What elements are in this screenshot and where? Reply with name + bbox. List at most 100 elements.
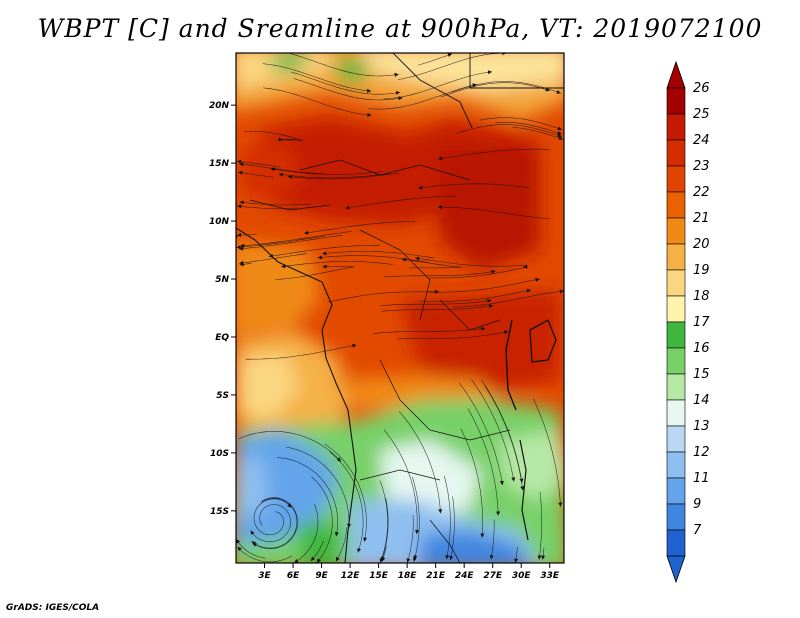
lon-tick-label: 12E <box>341 571 361 581</box>
streamline <box>533 398 561 507</box>
colorbar-label: 14 <box>693 393 710 408</box>
streamline <box>238 172 274 178</box>
streamline <box>490 519 495 560</box>
streamline-arrow <box>310 556 315 561</box>
streamline-arrow <box>316 558 321 563</box>
colorbar-label: 21 <box>693 211 710 226</box>
streamline <box>263 87 372 116</box>
streamline-arrow <box>304 230 309 235</box>
streamline <box>381 305 494 312</box>
colorbar-label: 7 <box>693 523 702 538</box>
colorbar-swatch <box>666 139 686 167</box>
longitude-axis: 3E 6E 9E 12E 15E 18E 21E 24E 27E 30E 33E <box>258 563 560 581</box>
streamline-arrow <box>336 457 341 462</box>
streamline-arrow <box>480 533 485 538</box>
streamline-arrow <box>415 256 420 261</box>
colorbar-label: 17 <box>693 315 710 330</box>
colorbar-swatch <box>666 373 686 401</box>
streamline-arrow <box>434 289 439 294</box>
streamline-arrow <box>487 298 492 303</box>
streamline <box>407 515 414 563</box>
colorbar-swatch <box>666 269 686 297</box>
colorbar-swatch <box>666 295 686 323</box>
streamline <box>460 428 483 538</box>
streamline <box>383 429 418 535</box>
streamline-arrow <box>472 83 477 88</box>
grads-credit: GrADS: IGES/COLA <box>6 603 100 613</box>
streamline <box>451 81 561 94</box>
streamline <box>251 497 298 549</box>
streamline <box>383 71 493 100</box>
streamline <box>268 245 381 257</box>
streamline <box>262 63 372 92</box>
streamline <box>237 205 298 209</box>
streamline-arrow <box>322 251 327 256</box>
colorbar-swatch <box>666 217 686 245</box>
streamline-arrow <box>401 257 406 262</box>
streamline-arrow <box>496 511 501 516</box>
streamline-arrow <box>278 172 283 177</box>
streamline-arrow <box>334 531 339 537</box>
streamline <box>278 173 391 179</box>
streamline <box>453 290 564 308</box>
streamline-arrow <box>489 555 494 560</box>
streamline <box>294 503 319 563</box>
streamline <box>237 546 293 563</box>
streamline <box>467 408 499 516</box>
streamline-arrow <box>335 556 340 562</box>
colorbar-label: 12 <box>693 445 710 460</box>
colorbar-swatch <box>666 243 686 271</box>
colorbar-swatch <box>666 321 686 349</box>
colorbar-swatch <box>666 477 686 505</box>
streamline-arrow <box>239 260 244 265</box>
streamline-arrow <box>381 557 386 562</box>
colorbar-label: 22 <box>693 185 710 200</box>
streamline <box>438 148 550 160</box>
colorbar-label: 15 <box>693 367 710 382</box>
lat-tick-label: 15N <box>209 159 230 169</box>
streamlines <box>236 53 564 563</box>
colorbar-top-arrow <box>666 60 686 89</box>
streamline <box>240 231 352 247</box>
streamline-arrow <box>238 170 243 175</box>
colorbar-label: 19 <box>693 263 710 278</box>
streamline <box>450 496 455 561</box>
streamline <box>243 131 303 142</box>
streamline <box>383 270 496 278</box>
streamline-arrow <box>488 304 494 308</box>
streamline <box>396 331 509 340</box>
streamline-arrow <box>418 185 423 190</box>
streamline <box>236 236 324 248</box>
streamline-arrow <box>438 205 442 210</box>
streamline <box>270 168 383 175</box>
streamline <box>276 457 338 537</box>
streamline-arrow <box>357 548 361 553</box>
streamline <box>317 255 430 263</box>
streamline <box>236 538 266 559</box>
streamline <box>379 480 388 563</box>
streamline <box>397 53 507 80</box>
colorbar-label: 25 <box>693 107 710 122</box>
streamline <box>253 498 292 536</box>
streamline-arrow <box>239 200 244 205</box>
streamline-arrow <box>239 162 244 167</box>
streamline <box>311 476 333 563</box>
colorbar-swatch <box>666 113 686 141</box>
colorbar-swatch <box>666 529 686 557</box>
streamline-arrow <box>347 523 351 528</box>
streamline-arrow <box>317 255 322 260</box>
lon-tick-label: 18E <box>398 571 418 581</box>
streamline <box>287 172 400 180</box>
streamline <box>239 253 307 264</box>
streamline-arrow <box>481 326 486 331</box>
colorbar-label: 20 <box>693 237 710 252</box>
streamline-arrow <box>537 555 542 560</box>
streamline <box>239 201 312 206</box>
streamline-arrow <box>504 330 509 335</box>
streamline <box>417 53 453 66</box>
streamline-arrow <box>557 126 562 131</box>
lat-tick-label: EQ <box>215 333 229 343</box>
streamline <box>538 491 542 560</box>
streamline-arrow <box>412 557 417 562</box>
streamline <box>444 475 451 560</box>
